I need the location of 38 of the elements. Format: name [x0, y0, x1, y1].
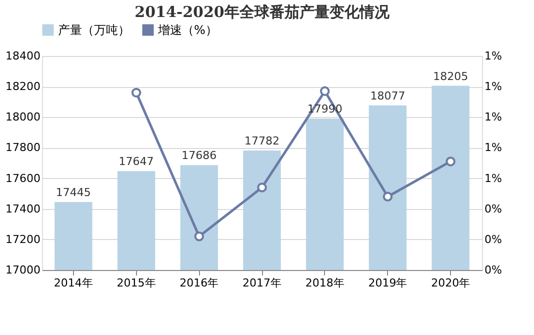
y-tick-label: 18200	[6, 80, 40, 94]
y2-tick-label: 1%	[484, 80, 502, 94]
data-label: 18077	[370, 89, 406, 102]
legend-label: 增速（%）	[157, 23, 218, 37]
point	[382, 192, 393, 202]
y-tick-label: 17400	[6, 202, 40, 216]
y2-tick-label: 0%	[484, 202, 502, 216]
x-tick-label: 2015年	[116, 276, 156, 290]
data-label: 17686	[182, 149, 217, 162]
x-tick-label: 2018年	[305, 276, 344, 290]
y2-tick-label: 1%	[484, 50, 502, 62]
data-label: 18205	[433, 70, 468, 83]
y2-tick-label: 0%	[484, 232, 502, 246]
point	[446, 156, 456, 166]
y2-tick-label: 1%	[484, 172, 502, 185]
x-tick-label: 2017年	[242, 276, 282, 290]
y-tick-label: 17800	[6, 141, 40, 154]
legend-label: 产量（万吨）	[58, 23, 130, 37]
data-label: 17782	[244, 134, 280, 148]
x-tick-label: 2019年	[368, 276, 408, 290]
y-tick-label: 18000	[6, 110, 40, 124]
y-tick-label: 17200	[6, 232, 40, 246]
point	[194, 232, 204, 242]
y-tick-label: 17000	[6, 264, 40, 276]
y2-tick-label: 0%	[484, 264, 502, 276]
x-tick-label: 2020年	[431, 276, 470, 290]
data-label: 17647	[118, 155, 154, 168]
x-tick-label: 2014年	[54, 276, 93, 290]
y2-tick-label: 1%	[484, 110, 502, 124]
point	[257, 182, 267, 192]
y2-tick-label: 1%	[484, 141, 502, 154]
x-tick-label: 2016年	[180, 276, 219, 290]
chart-title: 2014-2020年全球番茄产量变化情况	[134, 3, 390, 21]
data-label: 17445	[56, 186, 91, 199]
point	[131, 88, 142, 98]
y-tick-label: 18400	[6, 50, 40, 62]
y-tick-label: 17600	[6, 172, 40, 185]
point	[320, 86, 330, 96]
